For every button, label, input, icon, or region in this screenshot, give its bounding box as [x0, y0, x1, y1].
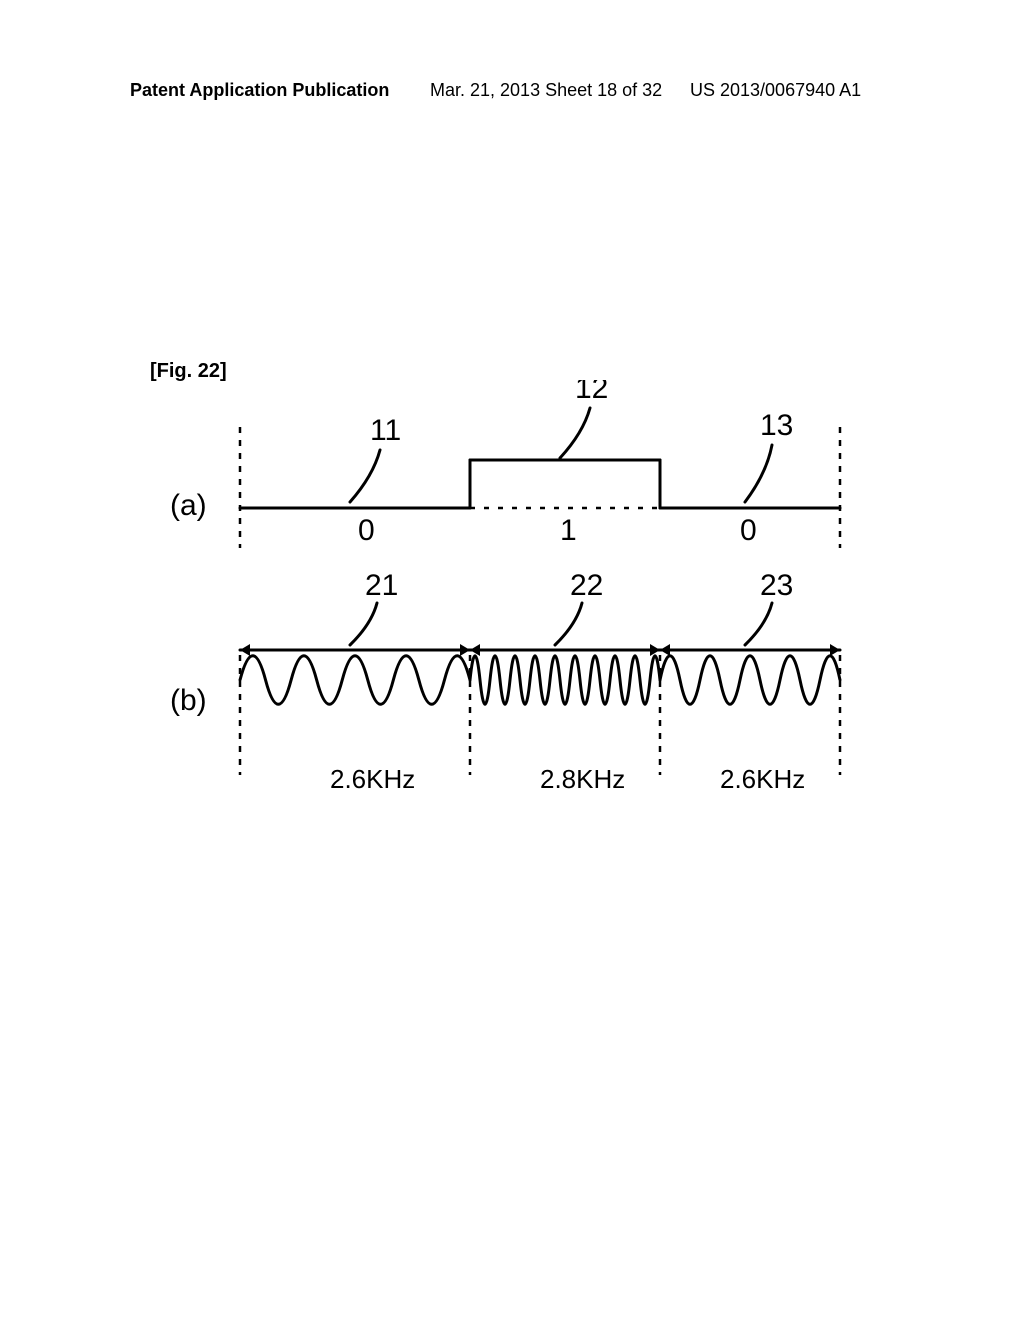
- svg-text:0: 0: [358, 514, 375, 547]
- header-mid: Mar. 21, 2013 Sheet 18 of 32: [430, 80, 662, 101]
- svg-text:1: 1: [560, 514, 577, 547]
- diagram: (a) 11 12 13 0 1 0 (b) 21 22 23 2.6KHz 2.8KHz 2.6KHz: [140, 380, 900, 840]
- svg-text:21: 21: [365, 569, 398, 602]
- header-left: Patent Application Publication: [130, 80, 389, 101]
- svg-text:13: 13: [760, 409, 793, 442]
- svg-text:11: 11: [370, 414, 401, 447]
- svg-text:22: 22: [570, 569, 603, 602]
- svg-text:12: 12: [575, 380, 608, 405]
- svg-text:2.6KHz: 2.6KHz: [330, 764, 415, 794]
- svg-text:(b): (b): [170, 684, 207, 717]
- svg-text:2.6KHz: 2.6KHz: [720, 764, 805, 794]
- svg-text:(a): (a): [170, 489, 207, 522]
- header-right: US 2013/0067940 A1: [690, 80, 861, 101]
- svg-text:0: 0: [740, 514, 757, 547]
- svg-text:23: 23: [760, 569, 793, 602]
- svg-text:2.8KHz: 2.8KHz: [540, 764, 625, 794]
- page: Patent Application Publication Mar. 21, …: [0, 0, 1024, 1320]
